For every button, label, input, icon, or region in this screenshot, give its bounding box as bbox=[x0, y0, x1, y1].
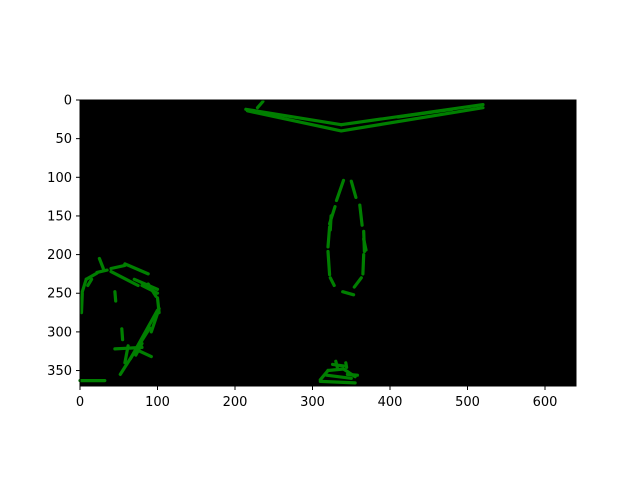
segment-oval-11 bbox=[349, 179, 358, 199]
segment-hook-5 bbox=[95, 268, 109, 274]
x-tick-label: 100 bbox=[145, 395, 170, 410]
segment-hook-4 bbox=[86, 277, 94, 288]
segment-blob-8 bbox=[334, 359, 339, 369]
segment-oval-1 bbox=[334, 178, 346, 203]
y-tick-label: 350 bbox=[47, 364, 72, 379]
segment-hook-21 bbox=[113, 290, 118, 303]
segment-hook-20 bbox=[120, 327, 125, 342]
segment-top-v-lower-right bbox=[339, 106, 485, 133]
segment-oval-6 bbox=[341, 290, 356, 297]
segment-top-v-tick bbox=[255, 99, 265, 110]
line-segments bbox=[78, 99, 485, 385]
y-tick-label: 250 bbox=[47, 287, 72, 302]
segment-oval-5 bbox=[328, 276, 336, 288]
segment-hook-1 bbox=[79, 291, 84, 315]
plot-frame bbox=[79, 99, 577, 387]
segment-blob-1 bbox=[318, 368, 330, 382]
x-tick-label: 400 bbox=[378, 395, 403, 410]
segment-oval-4 bbox=[326, 249, 332, 277]
y-tick-label: 100 bbox=[47, 171, 72, 186]
segment-hook-15 bbox=[118, 326, 152, 376]
segment-blob-2 bbox=[326, 367, 346, 373]
segment-hook-7 bbox=[109, 263, 127, 271]
y-tick-label: 50 bbox=[55, 132, 72, 147]
segment-hook-2 bbox=[80, 277, 88, 294]
plot-area bbox=[78, 99, 577, 387]
segment-hook-18 bbox=[136, 348, 153, 359]
segment-blob-9 bbox=[345, 372, 359, 377]
x-tick-label: 300 bbox=[300, 395, 325, 410]
segment-hook-19 bbox=[123, 344, 130, 365]
segment-hook-3 bbox=[84, 271, 99, 281]
segment-hook-22 bbox=[140, 283, 160, 295]
segment-blob-5 bbox=[324, 373, 353, 380]
y-tick-label: 300 bbox=[47, 325, 72, 340]
segment-blob-7 bbox=[344, 361, 349, 369]
x-axis: 0 100 200 300 400 500 600 bbox=[76, 386, 558, 410]
segment-oval-12 bbox=[328, 214, 333, 232]
segment-top-v-upper-right-segment bbox=[396, 107, 454, 119]
segment-blob-4 bbox=[318, 379, 357, 385]
x-tick-label: 600 bbox=[533, 395, 558, 410]
segment-top-v-upper-left bbox=[244, 107, 343, 127]
y-tick-label: 150 bbox=[47, 209, 72, 224]
x-tick-label: 500 bbox=[455, 395, 480, 410]
y-axis: 0 50 100 150 200 250 300 350 bbox=[47, 94, 80, 379]
segment-hook-9 bbox=[109, 270, 140, 288]
segment-oval-7 bbox=[352, 276, 363, 289]
segment-oval-13 bbox=[362, 237, 368, 252]
x-tick-label: 200 bbox=[223, 395, 248, 410]
segment-oval-10 bbox=[358, 203, 364, 227]
segment-oval-8 bbox=[361, 253, 366, 276]
y-tick-label: 0 bbox=[64, 94, 72, 109]
segment-hook-6 bbox=[97, 256, 105, 271]
y-tick-label: 200 bbox=[47, 248, 72, 263]
segment-hook-8 bbox=[123, 262, 150, 276]
segment-top-v-lower-left bbox=[245, 109, 343, 133]
x-tick-label: 0 bbox=[76, 395, 84, 410]
segment-hook-10 bbox=[132, 277, 160, 291]
